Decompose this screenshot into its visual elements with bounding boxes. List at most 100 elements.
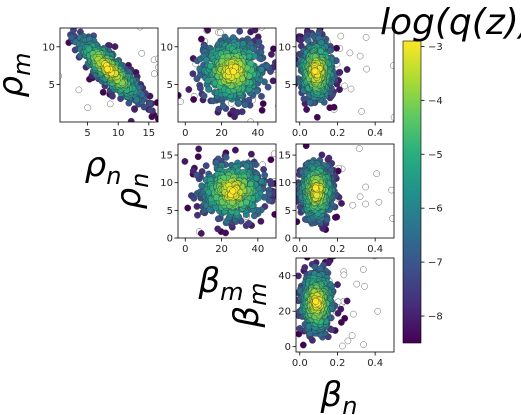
y-tick-label: 0 — [167, 234, 173, 245]
point — [147, 106, 154, 114]
point — [231, 123, 237, 129]
point — [325, 154, 333, 162]
y-axis-label: ρm — [0, 53, 36, 98]
point — [245, 219, 253, 227]
point — [103, 65, 111, 73]
point-hollow — [375, 198, 383, 206]
x-tick-label: 0 — [182, 244, 188, 255]
point — [222, 154, 230, 161]
point-hollow — [350, 310, 357, 318]
point-hollow — [339, 342, 346, 350]
point-hollow — [374, 307, 382, 315]
point — [181, 158, 189, 165]
point-hollow — [346, 49, 354, 57]
point — [260, 166, 267, 173]
y-tick-label: 0 — [285, 234, 291, 245]
y-tick-label: 15 — [160, 151, 173, 162]
x-tick-label: 0.2 — [330, 244, 346, 255]
point-hollow — [154, 193, 160, 199]
point — [304, 37, 312, 44]
point — [312, 184, 319, 192]
point — [333, 44, 340, 52]
x-tick-label: 0.0 — [292, 128, 308, 139]
point-hollow — [355, 145, 363, 152]
point — [245, 96, 253, 104]
point — [205, 85, 212, 93]
point-hollow — [363, 65, 370, 73]
point — [68, 33, 76, 41]
point — [189, 70, 197, 78]
point-hollow — [344, 337, 352, 345]
x-tick-label: 0.4 — [367, 128, 383, 139]
point — [306, 98, 314, 106]
point — [313, 113, 321, 121]
colorbar-tick-label: −3 — [428, 42, 443, 53]
point-hollow — [60, 72, 63, 79]
point — [261, 171, 269, 179]
point-hollow — [138, 49, 146, 57]
point — [146, 100, 154, 107]
point — [341, 314, 349, 322]
point-hollow — [388, 186, 394, 194]
x-tick-label: 15 — [142, 128, 155, 139]
panel-frame — [295, 143, 395, 239]
point — [190, 96, 197, 103]
x-tick-label: 20 — [215, 244, 228, 255]
y-tick-label: 15 — [278, 151, 291, 162]
point — [153, 99, 158, 106]
point — [269, 77, 276, 85]
point — [198, 35, 205, 43]
colorbar-title: log(q(z)) — [380, 2, 521, 43]
x-tick-label: 0.2 — [330, 358, 346, 369]
point-hollow — [72, 9, 78, 15]
y-tick-label: 10 — [278, 42, 291, 53]
colorbar: −3 −4 −5 −6 −7 −8 — [402, 40, 443, 344]
point-hollow — [362, 183, 370, 191]
point — [243, 162, 251, 170]
x-tick-label: 0.0 — [292, 244, 308, 255]
point — [197, 230, 205, 237]
point-hollow — [154, 55, 158, 63]
point-hollow — [389, 62, 394, 69]
x-axis-label: βm — [197, 261, 243, 306]
point-hollow — [39, 54, 45, 60]
y-tick-label: 5 — [49, 80, 55, 91]
x-tick-label: 0.0 — [292, 358, 308, 369]
point — [236, 28, 244, 35]
panel-frame — [177, 143, 277, 239]
point — [332, 214, 339, 221]
scatter-points — [154, 145, 276, 237]
colorbar-tick-label: −6 — [428, 204, 443, 215]
point-hollow — [258, 28, 266, 31]
x-tick-label: 0.4 — [367, 244, 383, 255]
panels-layer: 5 10 15 5 10 ρn ρm 0 20 40 5 10 0.0 0.2 0.4 5 10 0 20 40 0 5 1… — [0, 9, 395, 415]
point — [248, 150, 255, 158]
scatter-points — [178, 28, 276, 129]
panel-frame — [59, 27, 159, 123]
point — [258, 66, 265, 73]
point — [258, 106, 266, 114]
point-hollow — [337, 32, 345, 40]
point — [255, 38, 263, 46]
x-tick-label: 0.4 — [367, 358, 383, 369]
point — [257, 217, 265, 225]
point — [296, 272, 302, 280]
point-hollow — [359, 266, 367, 273]
y-tick-label: 10 — [278, 178, 291, 189]
point-hollow — [353, 280, 361, 288]
point — [85, 45, 93, 53]
point — [296, 300, 297, 304]
point — [235, 99, 242, 107]
point — [214, 215, 222, 223]
point — [238, 108, 246, 116]
scatter-points — [296, 28, 394, 121]
point — [229, 187, 237, 195]
point — [263, 62, 271, 70]
colorbar-tick-label: −7 — [428, 258, 443, 269]
point — [296, 321, 297, 326]
colorbar-gradient — [402, 40, 422, 344]
point-hollow — [216, 29, 224, 36]
point — [264, 83, 272, 91]
point — [194, 153, 202, 161]
